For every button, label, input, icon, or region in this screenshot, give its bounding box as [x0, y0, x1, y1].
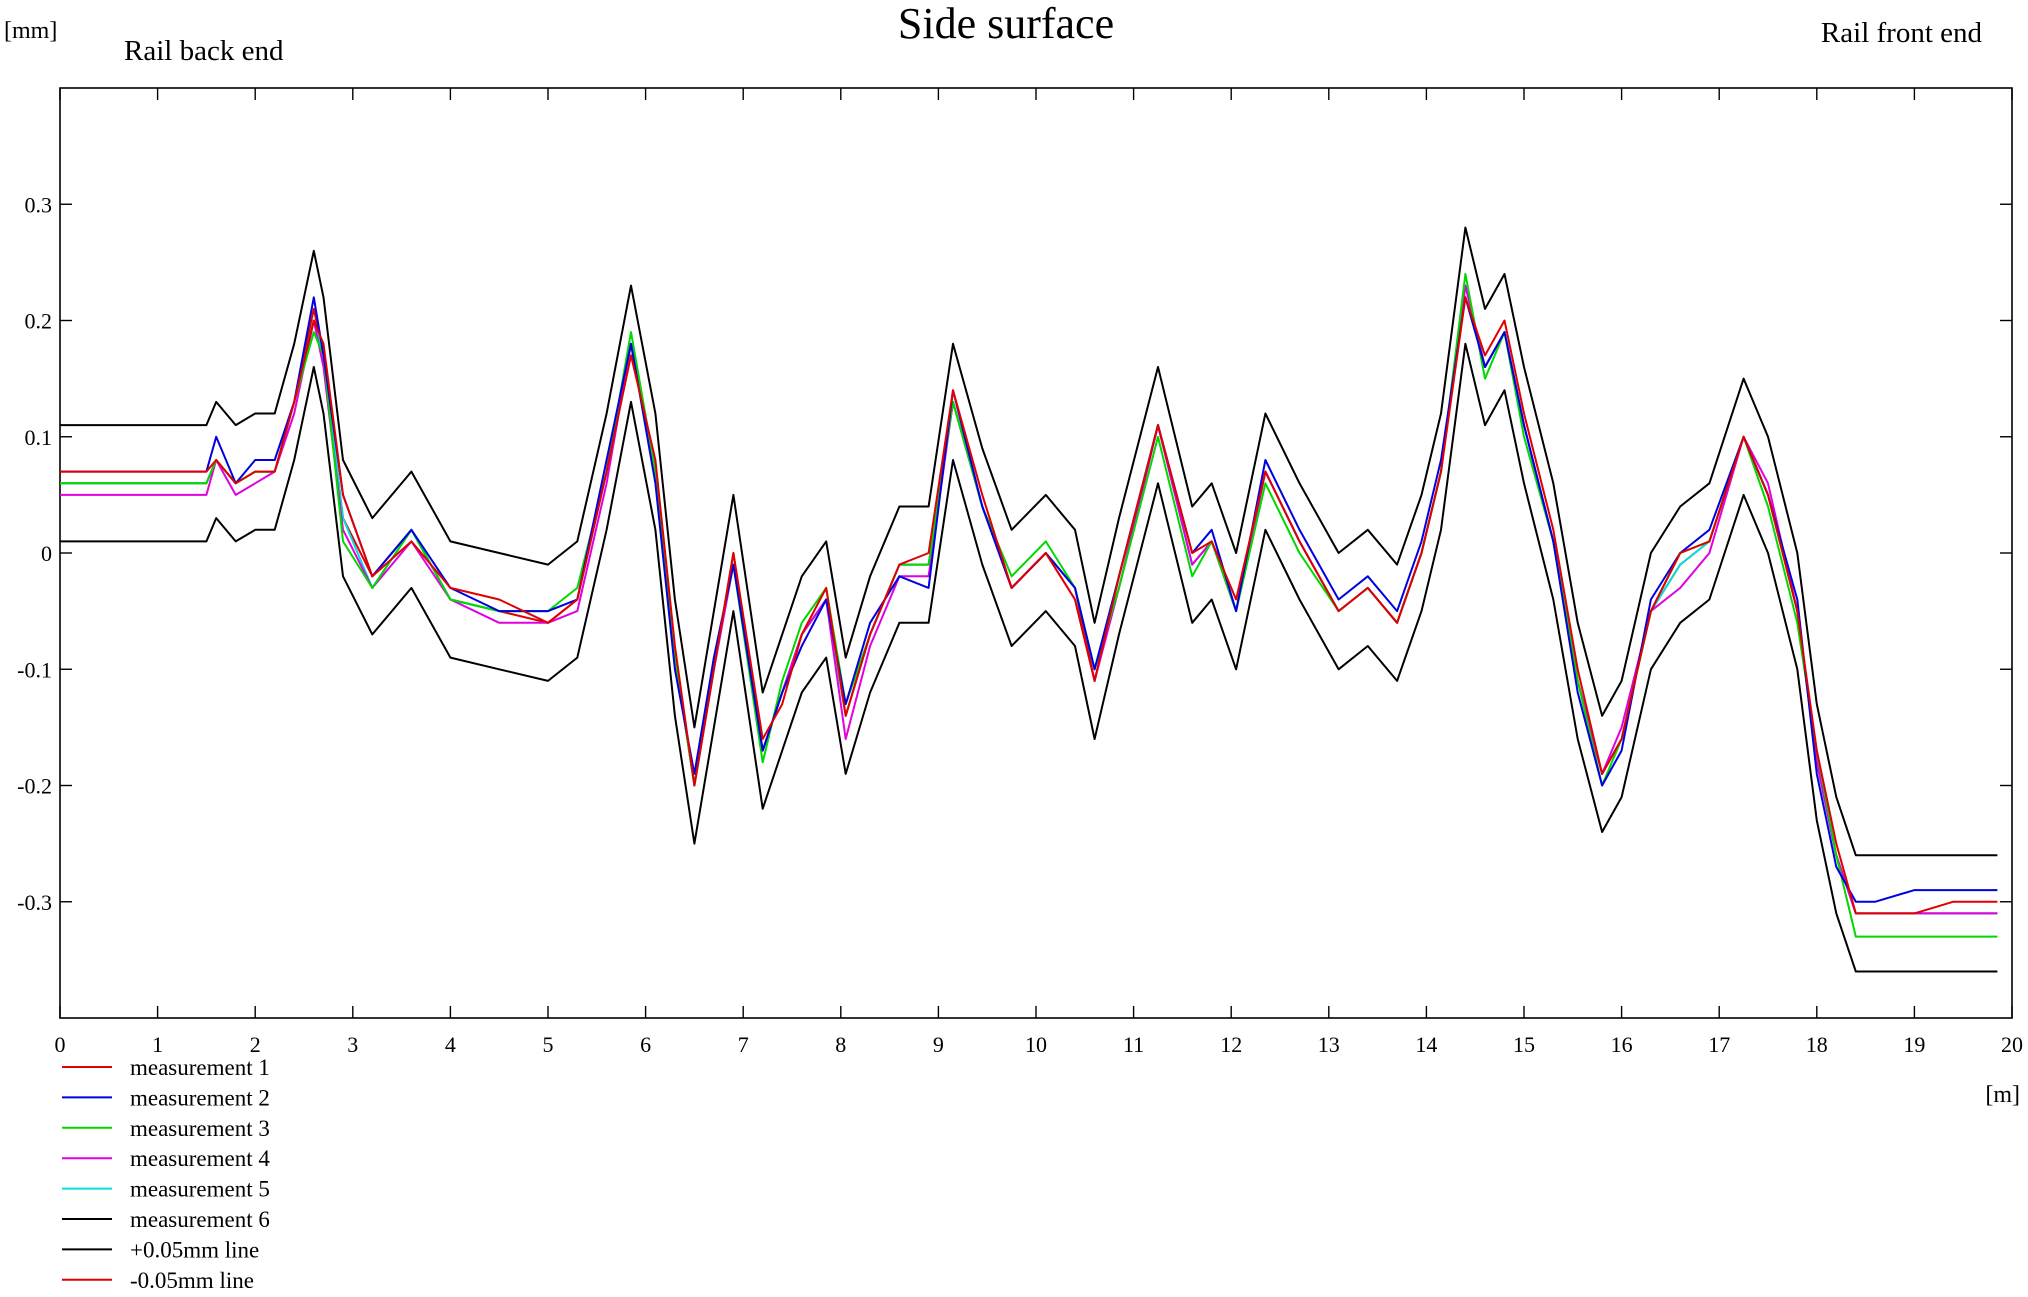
- x-tick-label: 7: [738, 1032, 749, 1057]
- legend-label: measurement 6: [130, 1207, 270, 1232]
- y-tick-label: -0.1: [17, 657, 52, 682]
- x-tick-label: 13: [1318, 1032, 1340, 1057]
- x-tick-label: 15: [1513, 1032, 1535, 1057]
- x-tick-label: 11: [1123, 1032, 1144, 1057]
- chart-title: Side surface: [898, 0, 1114, 48]
- y-tick-label: 0: [41, 541, 52, 566]
- series-line-8: [60, 342, 1998, 973]
- legend-label: -0.05mm line: [130, 1268, 254, 1293]
- x-tick-label: 17: [1708, 1032, 1730, 1057]
- x-tick-label: 4: [445, 1032, 456, 1057]
- x-tick-label: 3: [347, 1032, 358, 1057]
- legend-label: measurement 3: [130, 1116, 270, 1141]
- legend-label: measurement 1: [130, 1055, 270, 1080]
- series-line-6: [60, 284, 1998, 915]
- x-tick-label: 9: [933, 1032, 944, 1057]
- x-tick-label: 6: [640, 1032, 651, 1057]
- x-tick-label: 14: [1415, 1032, 1437, 1057]
- x-tick-label: 20: [2001, 1032, 2023, 1057]
- x-tick-label: 10: [1025, 1032, 1047, 1057]
- x-tick-label: 1: [152, 1032, 163, 1057]
- series-line-4: [60, 284, 1998, 915]
- x-tick-label: 2: [250, 1032, 261, 1057]
- y-tick-label: -0.2: [17, 774, 52, 799]
- legend-label: measurement 4: [130, 1146, 270, 1171]
- x-tick-label: 18: [1806, 1032, 1828, 1057]
- series-line-7: [60, 226, 1998, 857]
- y-tick-label: -0.3: [17, 890, 52, 915]
- plot-frame: [59, 87, 2013, 1019]
- x-axis: 0 1 2 3 4 5 6 7 8 9 10 11 12 13 14 15 16 17 18 19 20: [55, 88, 2023, 1057]
- series-layer: [60, 226, 1998, 973]
- legend: measurement 1 measurement 2 measurement 3 m…: [62, 1055, 270, 1293]
- x-tick-label: 5: [543, 1032, 554, 1057]
- series-line-5: [60, 284, 1998, 915]
- rail-front-end-label: Rail front end: [1821, 17, 1983, 49]
- y-tick-label: 0.1: [25, 425, 53, 450]
- y-axis: -0.3 -0.2 -0.1 0 0.1 0.2 0.3: [17, 192, 2012, 915]
- rail-back-end-label: Rail back end: [124, 35, 284, 67]
- y-unit-label: [mm]: [4, 18, 57, 44]
- legend-label: measurement 2: [130, 1085, 270, 1110]
- x-tick-label: 16: [1611, 1032, 1633, 1057]
- series-line-2: [60, 296, 1998, 903]
- x-unit-label: [m]: [1985, 1082, 2020, 1108]
- series-line-3: [60, 273, 1998, 938]
- legend-label: +0.05mm line: [130, 1237, 259, 1262]
- x-tick-label: 8: [835, 1032, 846, 1057]
- x-tick-label: 12: [1220, 1032, 1242, 1057]
- series-line-1: [60, 296, 1998, 915]
- legend-label: measurement 5: [130, 1177, 270, 1202]
- y-tick-label: 0.3: [25, 192, 53, 217]
- x-tick-label: 0: [55, 1032, 66, 1057]
- x-tick-label: 19: [1903, 1032, 1925, 1057]
- y-tick-label: 0.2: [25, 309, 53, 334]
